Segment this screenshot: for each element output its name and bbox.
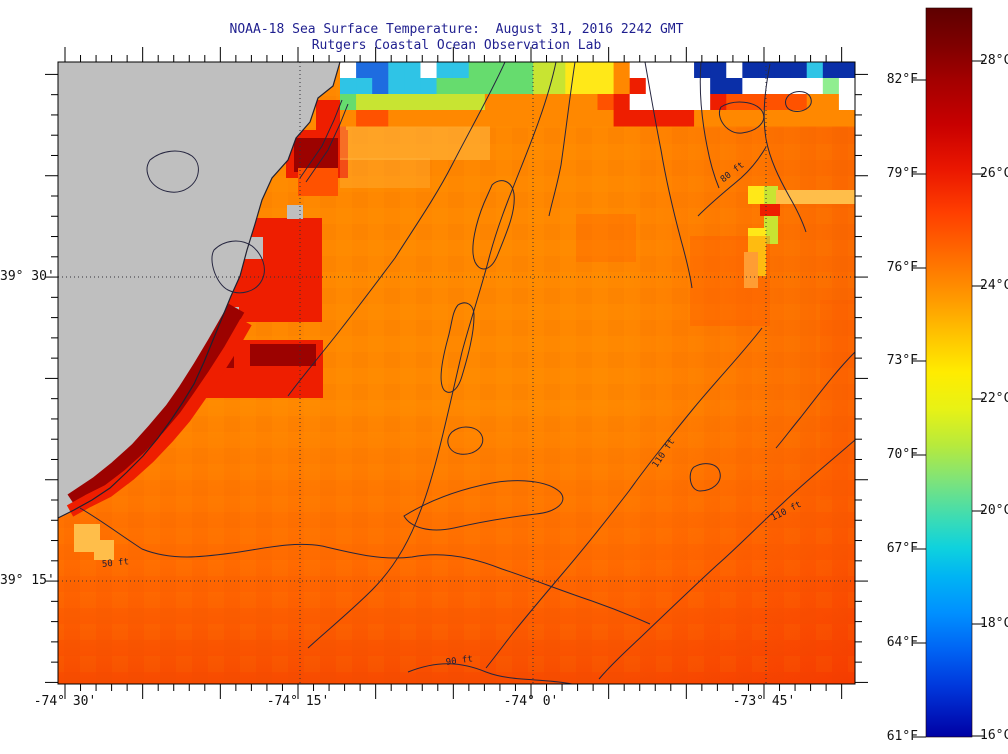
depth-contour <box>598 439 855 680</box>
colorbar-label-c: 26°C <box>980 166 1008 181</box>
colorbar-label-f: 79°F <box>886 166 918 181</box>
x-axis-label: -74° 30' <box>33 694 97 709</box>
depth-contour <box>472 180 515 270</box>
colorbar-label-f: 61°F <box>886 729 918 744</box>
coastline <box>58 62 341 519</box>
depth-contour <box>699 62 720 189</box>
colorbar-ticks <box>913 60 985 738</box>
depth-contour <box>79 507 651 625</box>
depth-contour <box>403 480 564 531</box>
axis-ticks <box>45 47 868 699</box>
depth-contour <box>785 91 812 112</box>
page-subtitle: Rutgers Coastal Ocean Observation Lab <box>311 38 602 53</box>
colorbar-label-f: 76°F <box>886 260 918 275</box>
colorbar-label-c: 24°C <box>980 278 1008 293</box>
map-body <box>58 62 855 684</box>
x-axis-label: -74° 15' <box>266 694 330 709</box>
depth-contour <box>146 150 199 193</box>
colorbar-label-f: 64°F <box>886 635 918 650</box>
x-axis-label: -74° 0' <box>503 694 559 709</box>
depth-contour <box>211 240 265 294</box>
colorbar-label-f: 67°F <box>886 541 918 556</box>
depth-contour <box>763 63 807 233</box>
colorbar-label-c: 22°C <box>980 391 1008 406</box>
y-axis-label: 39° 15' <box>0 573 55 588</box>
depth-contour <box>305 103 349 183</box>
page-title: NOAA-18 Sea Surface Temperature: August … <box>229 22 684 37</box>
colorbar <box>925 7 973 738</box>
depth-contour <box>775 351 855 449</box>
depth-contour <box>485 327 763 669</box>
depth-contour <box>287 62 506 397</box>
colorbar-label-f: 82°F <box>886 72 918 87</box>
depth-contour <box>299 99 343 179</box>
colorbar-label-c: 16°C <box>980 728 1008 743</box>
depth-contour <box>689 463 721 492</box>
depth-contour <box>697 146 767 217</box>
depth-contour <box>440 302 475 393</box>
depth-contour <box>644 62 693 289</box>
depth-contour <box>407 663 573 684</box>
map-frame <box>57 61 856 685</box>
colorbar-label-f: 70°F <box>886 447 918 462</box>
depth-contour <box>447 426 484 455</box>
colorbar-label-f: 73°F <box>886 353 918 368</box>
depth-contour <box>548 62 576 217</box>
colorbar-label-c: 28°C <box>980 53 1008 68</box>
y-axis-label: 39° 30' <box>0 269 55 284</box>
colorbar-label-c: 18°C <box>980 616 1008 631</box>
depth-contour <box>719 101 765 134</box>
colorbar-label-c: 20°C <box>980 503 1008 518</box>
depth-contour <box>307 62 557 649</box>
x-axis-label: -73° 45' <box>732 694 796 709</box>
land-mass <box>58 62 340 518</box>
